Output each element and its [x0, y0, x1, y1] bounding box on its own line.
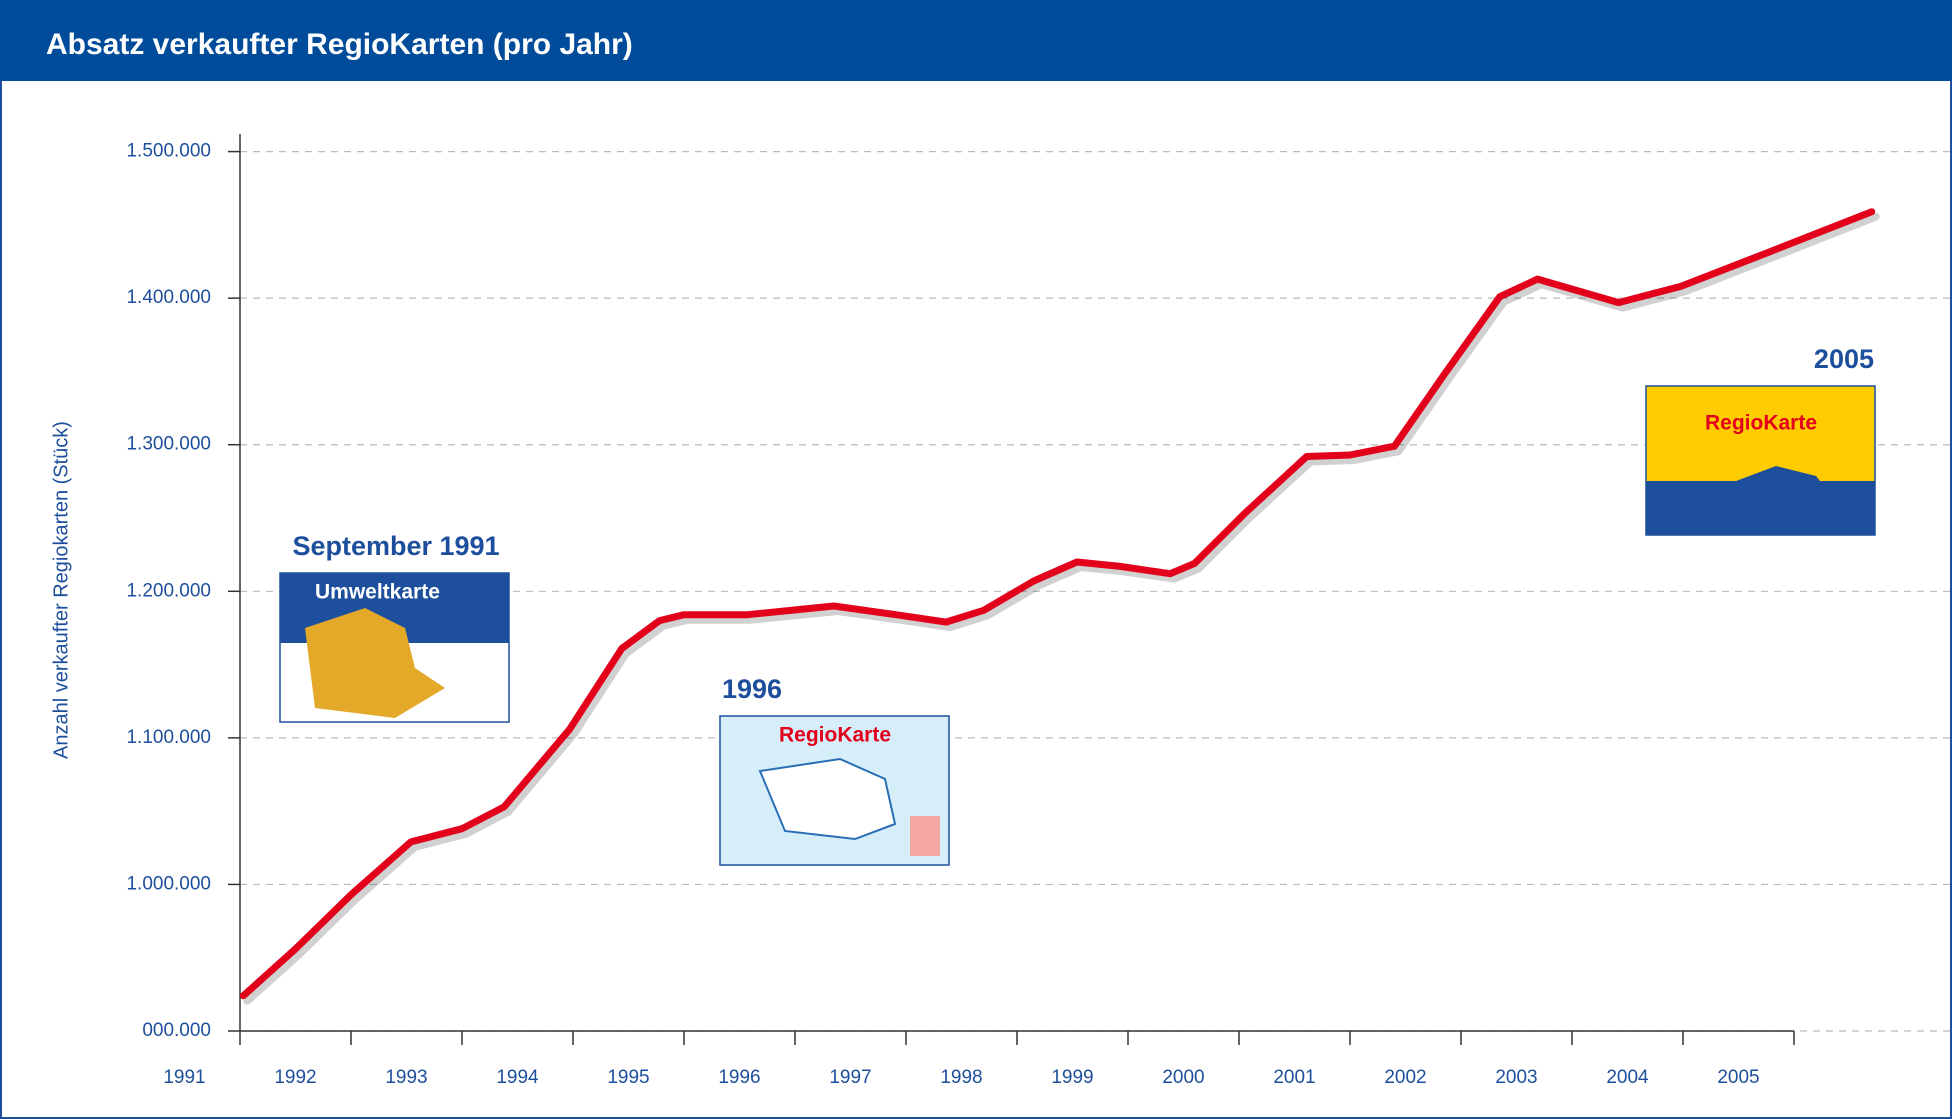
annotation: September 1991 [292, 531, 499, 561]
x-tick-label: 1996 [718, 1067, 760, 1088]
x-tick-label: 1993 [385, 1067, 427, 1088]
x-tick-label: 2001 [1273, 1067, 1315, 1088]
card-title: RegioKarte [779, 724, 891, 747]
y-tick-label: 1.500.000 [126, 141, 211, 162]
y-tick-label: 1.300.000 [126, 434, 211, 455]
header-bar [0, 0, 1952, 81]
card-title: RegioKarte [1705, 412, 1817, 435]
y-axis-title: Anzahl verkaufter Regiokarten (Stück) [50, 421, 72, 759]
x-tick-label: 2002 [1384, 1067, 1426, 1088]
card-map [1736, 466, 1836, 526]
annotation: 2005 [1814, 344, 1874, 374]
card-map [305, 608, 445, 718]
x-tick-label: 1999 [1051, 1067, 1093, 1088]
y-tick-label: 1.000.000 [126, 873, 211, 894]
y-tick-label: 1.400.000 [126, 287, 211, 308]
x-tick-label: 1994 [496, 1067, 539, 1088]
x-tick-label: 1997 [829, 1067, 871, 1088]
line-shadow [243, 212, 1880, 1005]
chart-title: Absatz verkaufter RegioKarten (pro Jahr) [46, 28, 633, 61]
x-tick-label: 2000 [1162, 1067, 1204, 1088]
card-badge [910, 816, 940, 856]
card-title: Umweltkarte [315, 581, 440, 604]
x-tick-label: 2004 [1606, 1067, 1649, 1088]
x-tick-label: 1998 [940, 1067, 982, 1088]
x-tick-label: 2003 [1495, 1067, 1537, 1088]
y-tick-label: 1.100.000 [126, 727, 211, 748]
annotation: 1996 [722, 674, 782, 704]
x-tick-label: 1992 [274, 1067, 316, 1088]
card-map [758, 757, 897, 841]
x-tick-label: 1995 [607, 1067, 649, 1088]
x-tick-label: 2005 [1717, 1067, 1759, 1088]
y-tick-label: 1.200.000 [126, 580, 211, 601]
data-line [239, 208, 1876, 1000]
x-tick-label: 1991 [163, 1067, 205, 1088]
y-tick-label: 000.000 [142, 1020, 211, 1041]
